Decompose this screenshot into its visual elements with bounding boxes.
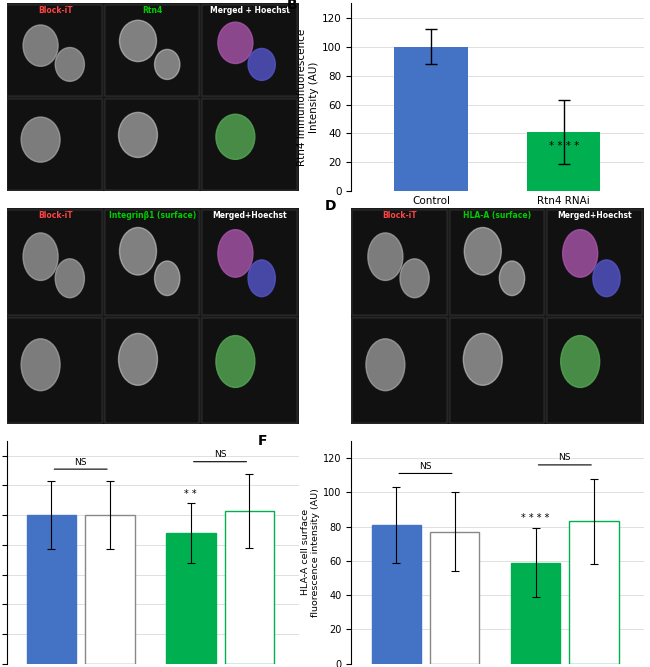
Y-axis label: HLA-A cell surface
fluorescence intensity (AU): HLA-A cell surface fluorescence intensit…: [301, 488, 320, 617]
Bar: [372, 525, 421, 664]
Text: Block-iT: Block-iT: [38, 6, 73, 15]
FancyBboxPatch shape: [7, 5, 102, 97]
Text: * *: * *: [185, 489, 197, 499]
Bar: [85, 515, 135, 664]
Text: Block-iT: Block-iT: [383, 211, 417, 220]
Y-axis label: Rtn4 Immunofluorescence
Intensity (AU): Rtn4 Immunofluorescence Intensity (AU): [298, 29, 319, 166]
Ellipse shape: [499, 261, 525, 295]
Bar: [569, 522, 619, 664]
Ellipse shape: [368, 233, 403, 280]
Ellipse shape: [155, 49, 180, 79]
FancyBboxPatch shape: [450, 210, 544, 315]
Ellipse shape: [23, 25, 58, 66]
Ellipse shape: [118, 334, 157, 386]
Ellipse shape: [561, 336, 600, 388]
Bar: [166, 533, 216, 664]
FancyBboxPatch shape: [202, 318, 297, 423]
Text: NS: NS: [558, 454, 571, 462]
Ellipse shape: [593, 260, 620, 297]
FancyBboxPatch shape: [450, 318, 544, 423]
Bar: [511, 562, 560, 664]
Text: Integrinβ1 (surface): Integrinβ1 (surface): [109, 211, 196, 220]
Ellipse shape: [218, 229, 253, 277]
Ellipse shape: [118, 112, 157, 157]
Ellipse shape: [464, 227, 501, 275]
FancyBboxPatch shape: [105, 318, 200, 423]
Ellipse shape: [366, 339, 405, 391]
Text: Merged + Hoechst: Merged + Hoechst: [210, 6, 290, 15]
Text: D: D: [325, 199, 337, 213]
Ellipse shape: [400, 259, 429, 297]
Text: B: B: [287, 0, 298, 12]
Text: Control RNAi: Control RNAi: [0, 120, 6, 169]
Ellipse shape: [55, 259, 84, 297]
Ellipse shape: [23, 233, 58, 280]
FancyBboxPatch shape: [7, 99, 102, 190]
FancyBboxPatch shape: [547, 318, 642, 423]
Ellipse shape: [216, 114, 255, 159]
Ellipse shape: [120, 20, 157, 61]
Text: Control RNAi: Control RNAi: [341, 346, 350, 395]
Ellipse shape: [216, 336, 255, 388]
Text: F: F: [258, 434, 267, 448]
FancyBboxPatch shape: [202, 5, 297, 97]
Text: Rtn4 RNAi: Rtn4 RNAi: [0, 242, 6, 281]
Text: Control RNAi: Control RNAi: [0, 346, 6, 395]
Ellipse shape: [248, 49, 276, 81]
Bar: [224, 511, 274, 664]
FancyBboxPatch shape: [202, 99, 297, 190]
Text: Rtn4 RNAi: Rtn4 RNAi: [0, 31, 6, 70]
Ellipse shape: [563, 229, 598, 277]
FancyBboxPatch shape: [547, 210, 642, 315]
Bar: [27, 515, 76, 664]
Text: NS: NS: [214, 450, 226, 460]
Text: Rtn4: Rtn4: [142, 6, 162, 15]
Ellipse shape: [21, 117, 60, 162]
Text: NS: NS: [419, 462, 432, 471]
Ellipse shape: [21, 339, 60, 391]
FancyBboxPatch shape: [105, 210, 200, 315]
Text: * * * *: * * * *: [549, 141, 579, 151]
Ellipse shape: [248, 260, 276, 297]
Bar: [395, 47, 467, 191]
Text: NS: NS: [74, 458, 87, 467]
Bar: [430, 532, 480, 664]
Text: Merged+Hoechst: Merged+Hoechst: [558, 211, 632, 220]
FancyBboxPatch shape: [202, 210, 297, 315]
FancyBboxPatch shape: [352, 318, 447, 423]
Ellipse shape: [55, 47, 84, 81]
Ellipse shape: [218, 22, 253, 63]
FancyBboxPatch shape: [7, 318, 102, 423]
Ellipse shape: [120, 227, 157, 275]
Text: Block-iT: Block-iT: [38, 211, 73, 220]
FancyBboxPatch shape: [105, 99, 200, 190]
Text: Merged+Hoechst: Merged+Hoechst: [213, 211, 287, 220]
Ellipse shape: [155, 261, 180, 295]
Bar: [527, 132, 601, 191]
FancyBboxPatch shape: [105, 5, 200, 97]
FancyBboxPatch shape: [352, 210, 447, 315]
Text: Rtn4 RNAi: Rtn4 RNAi: [341, 242, 350, 281]
Text: HLA-A (surface): HLA-A (surface): [463, 211, 532, 220]
Text: * * * *: * * * *: [521, 513, 550, 523]
FancyBboxPatch shape: [7, 210, 102, 315]
Ellipse shape: [463, 334, 502, 386]
